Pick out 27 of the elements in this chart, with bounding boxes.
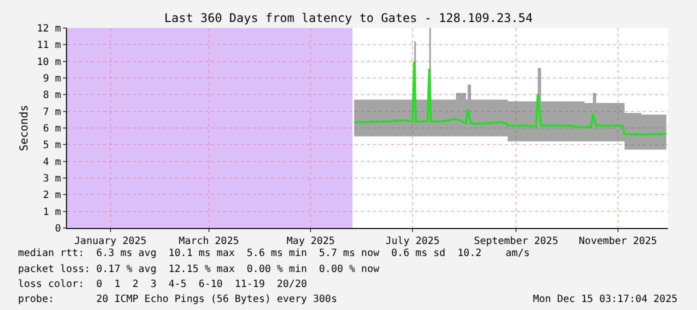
x-tick-label: July 2025	[385, 236, 440, 247]
text: probe: 20 ICMP Echo Pings (56 Bytes) every 300s	[18, 294, 338, 305]
y-tick-label: 6 m	[42, 124, 61, 134]
text: median rtt: 6.3 ms avg 10.1 ms max 5.6 ms min 5.7 ms now 0.6 ms sd 10.2 am/s	[18, 248, 530, 259]
y-axis-title: Seconds	[18, 104, 31, 152]
y-tick-label: 7 m	[42, 106, 61, 118]
text: Mon Dec 15 03:17:04 2025	[533, 294, 678, 305]
y-tick-label: 9 m	[42, 74, 61, 84]
x-tick-label: January 2025	[74, 236, 147, 247]
y-tick-label: 10 m	[36, 56, 61, 68]
x-tick-label: September 2025	[474, 236, 558, 247]
line-series	[353, 60, 668, 136]
y-tick-label: 8 m	[42, 90, 61, 102]
x-tick-label: May 2025	[286, 236, 335, 247]
x-tick-label: March 2025	[178, 236, 240, 247]
y-tick-label: 3 m	[42, 174, 61, 184]
text: packet loss: 0.17 % avg 12.15 % max 0.00 % min 0.00 % now	[18, 264, 380, 275]
y-tick-label: 5 m	[42, 140, 61, 152]
y-tick-label: 11 m	[36, 40, 61, 52]
y-tick-label: 12 m	[36, 24, 61, 34]
y-tick-label: 2 m	[42, 190, 61, 202]
y-tick-label: 0	[54, 224, 61, 234]
chart-title: Last 360 Days from latency to Gates - 128.109.23.54	[164, 11, 533, 26]
y-tick-label: 1 m	[42, 206, 61, 218]
x-tick-label: November 2025	[578, 236, 658, 247]
y-tick-label: 4 m	[42, 156, 61, 168]
text: loss color: 0 1 2 3 4-5 6-10 11-19 20/20	[18, 279, 307, 290]
